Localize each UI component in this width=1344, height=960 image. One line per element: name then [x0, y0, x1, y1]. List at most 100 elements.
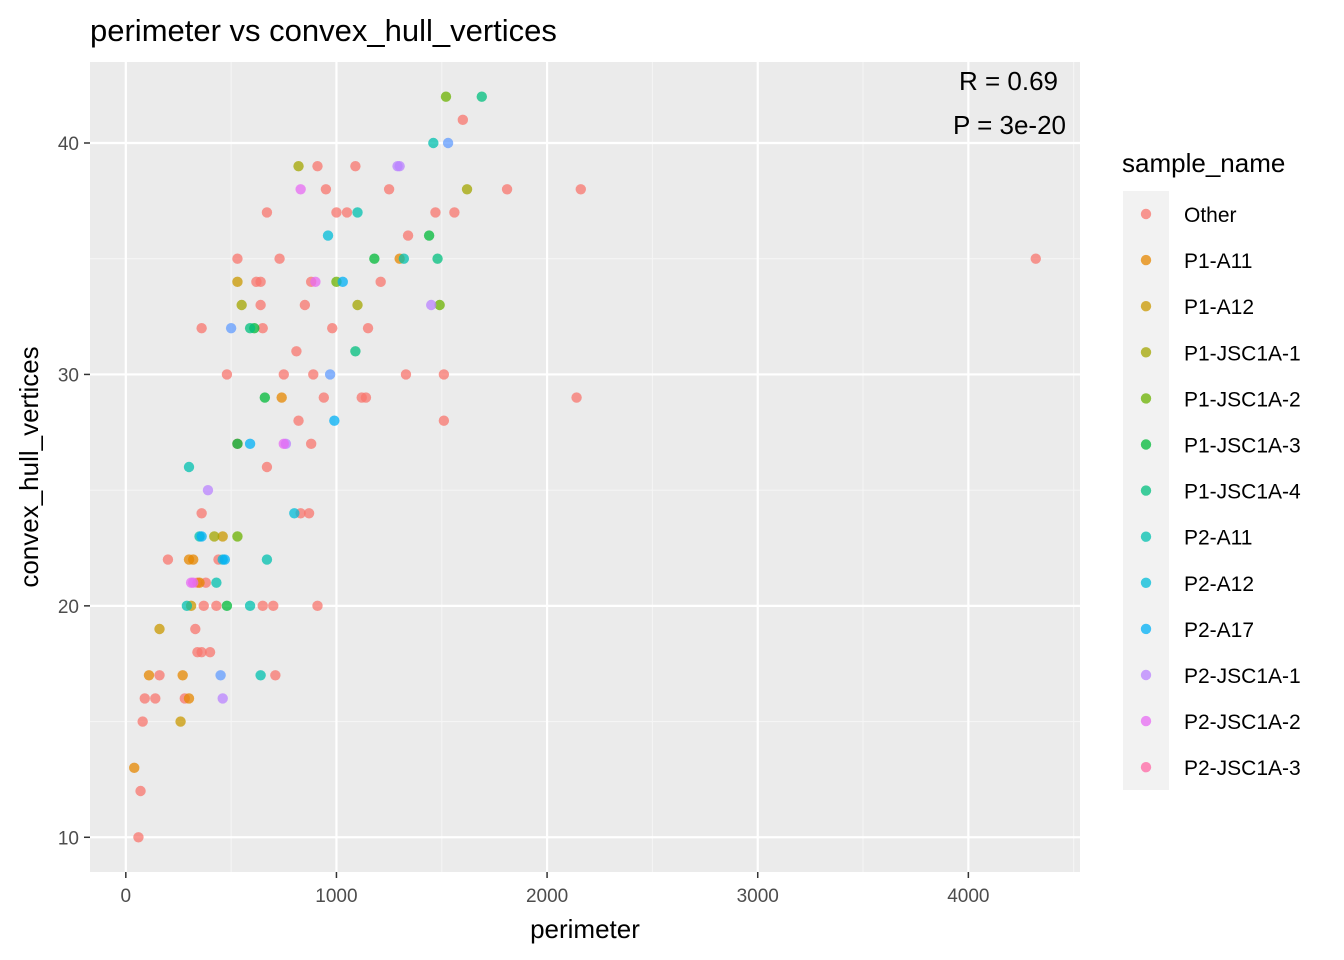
- data-point: [274, 253, 285, 264]
- data-point: [255, 670, 266, 681]
- data-point: [215, 670, 226, 681]
- data-point: [449, 207, 460, 218]
- data-point: [402, 230, 414, 241]
- legend-key: [1140, 439, 1152, 450]
- data-point: [312, 600, 323, 612]
- data-point: [276, 392, 287, 403]
- data-point: [308, 369, 319, 380]
- data-point: [442, 137, 454, 149]
- data-point: [209, 531, 220, 542]
- data-point: [255, 299, 266, 311]
- legend-label: P2-A17: [1184, 619, 1254, 642]
- data-point: [257, 600, 268, 612]
- data-point: [181, 600, 193, 612]
- data-point: [571, 392, 582, 403]
- data-point: [219, 554, 231, 565]
- legend-key: [1140, 531, 1152, 542]
- data-points: [129, 91, 1041, 843]
- data-point: [1030, 253, 1041, 264]
- data-point: [350, 346, 361, 357]
- legend-title: sample_name: [1122, 148, 1285, 178]
- data-point: [434, 299, 445, 311]
- legend-label: P1-A11: [1184, 250, 1253, 273]
- plot-panel: [90, 62, 1080, 872]
- data-point: [318, 392, 330, 403]
- data-point: [196, 531, 207, 542]
- data-point: [129, 762, 140, 774]
- data-point: [341, 207, 353, 218]
- x-axis-ticks: 0 1000 2000 3000 4000: [121, 872, 990, 907]
- data-point: [225, 322, 237, 334]
- data-point: [375, 276, 386, 288]
- data-point: [150, 693, 161, 704]
- data-point: [423, 230, 435, 241]
- data-point: [320, 184, 332, 195]
- data-point: [501, 184, 513, 195]
- y-tick-label: 20: [58, 597, 79, 618]
- data-point: [352, 299, 363, 311]
- chart-title: perimeter vs convex_hull_vertices: [90, 13, 557, 48]
- data-point: [261, 554, 273, 565]
- data-point: [303, 508, 315, 519]
- data-point: [295, 184, 306, 195]
- legend-label: P1-JSC1A-3: [1184, 435, 1301, 458]
- data-point: [244, 322, 256, 334]
- y-axis-ticks: 10 20 30 40: [58, 134, 90, 849]
- legend-key: [1140, 301, 1152, 312]
- data-point: [236, 299, 247, 311]
- data-point: [327, 322, 338, 334]
- legend-key: [1140, 485, 1152, 496]
- x-axis-title: perimeter: [530, 914, 640, 944]
- data-point: [400, 369, 412, 380]
- data-point: [461, 184, 473, 195]
- data-point: [426, 299, 437, 311]
- data-point: [211, 577, 222, 588]
- x-tick-label: 2000: [526, 886, 568, 907]
- data-point: [310, 276, 321, 288]
- data-point: [175, 716, 186, 727]
- y-tick-label: 40: [58, 134, 79, 155]
- data-point: [183, 554, 195, 565]
- data-point: [322, 230, 334, 241]
- data-point: [162, 554, 174, 565]
- data-point: [428, 137, 439, 149]
- data-point: [232, 253, 243, 264]
- data-point: [268, 600, 279, 612]
- data-point: [188, 577, 199, 588]
- legend-key: [1140, 623, 1152, 635]
- data-point: [232, 531, 243, 542]
- x-tick-label: 1000: [315, 886, 357, 907]
- legend-key: [1140, 669, 1152, 681]
- data-point: [293, 415, 304, 426]
- legend-key: [1140, 208, 1152, 220]
- data-point: [217, 531, 228, 542]
- data-point: [154, 670, 165, 681]
- data-point: [232, 438, 243, 450]
- data-point: [398, 253, 410, 264]
- y-axis-title: convex_hull_vertices: [14, 346, 44, 587]
- data-point: [457, 114, 469, 126]
- legend: Other P1-A11 P1-A12 P1-JSC1A-1 P1-JSC1A-2 P1-…: [1140, 204, 1301, 780]
- data-point: [360, 392, 372, 403]
- data-point: [133, 832, 144, 843]
- data-point: [329, 415, 340, 426]
- legend-label: P2-A12: [1184, 573, 1254, 596]
- data-point: [183, 693, 195, 704]
- data-point: [350, 160, 361, 172]
- data-point: [204, 646, 216, 658]
- y-tick-label: 10: [58, 828, 79, 849]
- legend-key: [1140, 254, 1152, 266]
- data-point: [190, 623, 201, 635]
- legend-key: [1140, 577, 1152, 588]
- data-point: [257, 322, 268, 334]
- data-point: [369, 253, 380, 264]
- data-point: [261, 461, 273, 473]
- data-point: [139, 693, 150, 704]
- annotation-r: R = 0.69: [959, 66, 1058, 96]
- legend-label: P2-A11: [1184, 527, 1253, 550]
- legend-label: P1-JSC1A-1: [1184, 342, 1301, 365]
- data-point: [291, 346, 302, 357]
- legend-label: P1-JSC1A-4: [1184, 481, 1301, 504]
- annotation-p: P = 3e-20: [953, 110, 1066, 140]
- legend-key: [1140, 393, 1152, 404]
